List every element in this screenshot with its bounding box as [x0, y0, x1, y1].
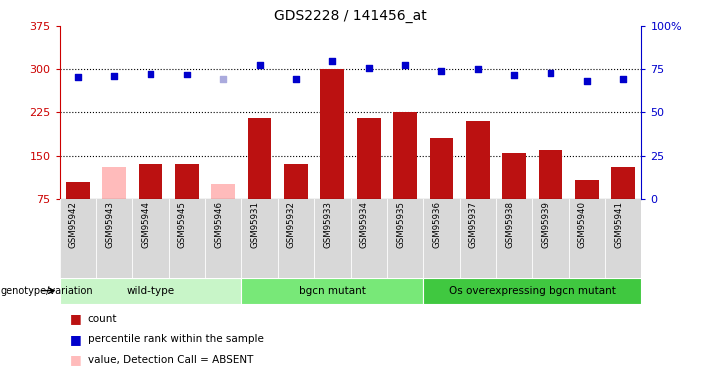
Point: [290, 76, 301, 82]
Bar: [538, 150, 562, 199]
Text: GSM95946: GSM95946: [215, 201, 223, 248]
Text: GDS2228 / 141456_at: GDS2228 / 141456_at: [274, 9, 427, 23]
Point: [109, 73, 120, 79]
Bar: [60, 278, 241, 304]
Point: [545, 70, 556, 76]
Text: GSM95945: GSM95945: [178, 201, 187, 248]
Bar: [241, 278, 423, 304]
Text: GSM95941: GSM95941: [614, 201, 623, 248]
Text: ■: ■: [70, 312, 82, 325]
Text: GSM95935: GSM95935: [396, 201, 405, 248]
Text: wild-type: wild-type: [126, 286, 175, 296]
Bar: [466, 121, 489, 199]
Point: [254, 62, 265, 68]
Text: value, Detection Call = ABSENT: value, Detection Call = ABSENT: [88, 355, 253, 365]
Text: GSM95934: GSM95934: [360, 201, 369, 248]
Bar: [66, 182, 90, 199]
Point: [217, 76, 229, 82]
Point: [508, 72, 519, 78]
Text: GSM95936: GSM95936: [433, 201, 442, 248]
Bar: [393, 112, 417, 199]
Text: GSM95940: GSM95940: [578, 201, 587, 248]
Bar: [139, 164, 163, 199]
Bar: [503, 153, 526, 199]
Point: [581, 78, 592, 84]
Point: [182, 72, 193, 78]
Bar: [611, 167, 635, 199]
Text: GSM95943: GSM95943: [105, 201, 114, 248]
Point: [400, 62, 411, 68]
Text: ■: ■: [70, 333, 82, 346]
Text: ■: ■: [70, 374, 82, 375]
Text: GSM95942: GSM95942: [69, 201, 78, 248]
Bar: [430, 138, 454, 199]
Text: genotype/variation: genotype/variation: [1, 286, 93, 296]
Bar: [212, 184, 235, 199]
Point: [472, 66, 484, 72]
Text: Os overexpressing bgcn mutant: Os overexpressing bgcn mutant: [449, 286, 615, 296]
Bar: [247, 118, 271, 199]
Text: GSM95944: GSM95944: [142, 201, 151, 248]
Bar: [575, 180, 599, 199]
Bar: [320, 69, 344, 199]
Text: ■: ■: [70, 354, 82, 366]
Text: GSM95939: GSM95939: [541, 201, 550, 248]
Text: GSM95931: GSM95931: [250, 201, 259, 248]
Text: percentile rank within the sample: percentile rank within the sample: [88, 334, 264, 344]
Text: bgcn mutant: bgcn mutant: [299, 286, 366, 296]
Point: [618, 76, 629, 82]
Text: GSM95937: GSM95937: [469, 201, 478, 248]
Bar: [102, 167, 126, 199]
Text: GSM95933: GSM95933: [323, 201, 332, 248]
Point: [436, 68, 447, 74]
Bar: [357, 118, 381, 199]
Text: count: count: [88, 314, 117, 324]
Point: [145, 71, 156, 77]
Bar: [175, 164, 198, 199]
Bar: [284, 164, 308, 199]
Point: [327, 58, 338, 64]
Text: GSM95932: GSM95932: [287, 201, 296, 248]
Bar: [423, 278, 641, 304]
Point: [363, 65, 374, 71]
Point: [72, 74, 83, 80]
Text: GSM95938: GSM95938: [505, 201, 514, 248]
